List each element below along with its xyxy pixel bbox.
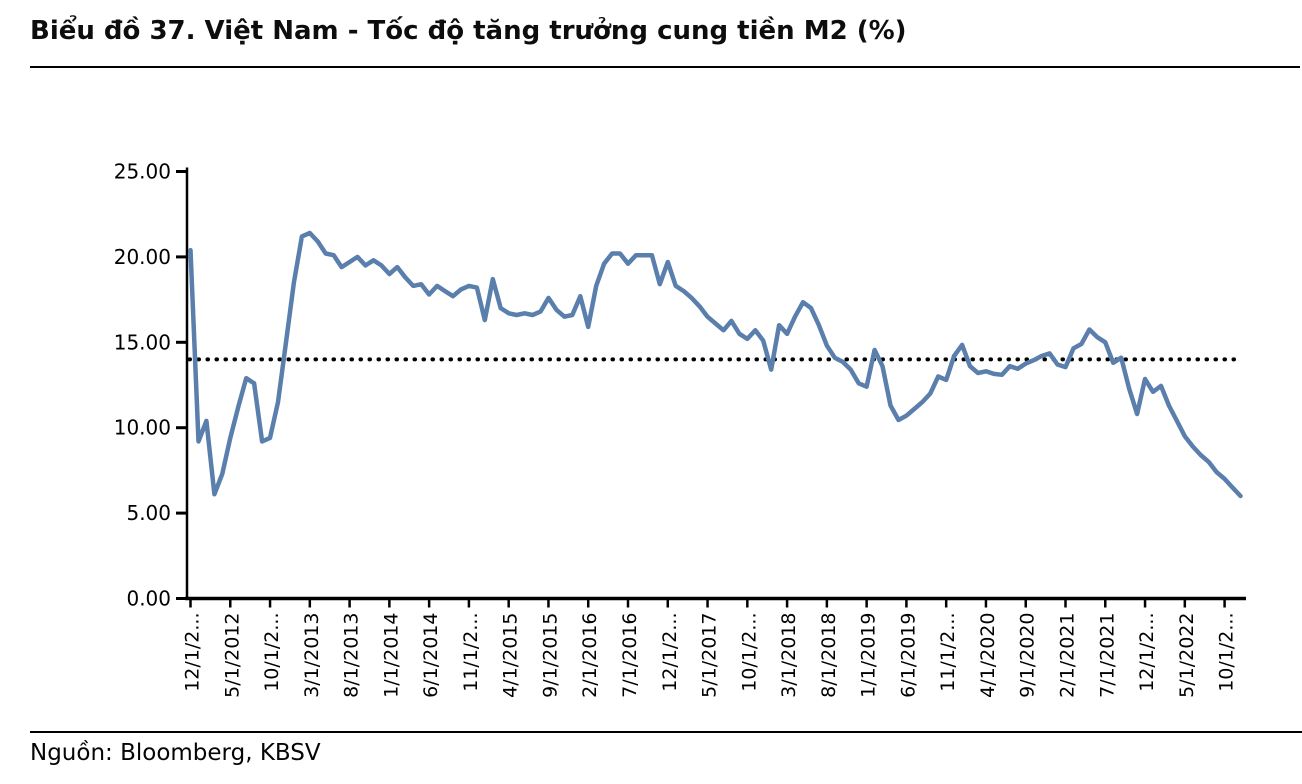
x-axis-label: 1/1/2014 (380, 613, 402, 698)
y-axis-label: 25.00 (114, 160, 171, 184)
x-axis-label: 2/1/2016 (579, 613, 601, 698)
x-axis-label: 4/1/2020 (977, 613, 999, 698)
x-axis-label: 10/1/2... (1216, 613, 1238, 692)
x-axis-label: 2/1/2021 (1057, 613, 1079, 698)
chart-title: Biểu đồ 37. Việt Nam - Tốc độ tăng trưởn… (30, 16, 907, 46)
x-axis-label: 12/1/2... (659, 613, 681, 692)
x-axis-label: 6/1/2019 (897, 613, 919, 698)
x-axis-label: 3/1/2013 (301, 613, 323, 698)
x-axis-label: 7/1/2021 (1096, 613, 1118, 698)
x-axis-label: 8/1/2018 (818, 613, 840, 698)
footer-rule (30, 731, 1302, 733)
x-axis-label: 1/1/2019 (858, 613, 880, 698)
y-axis-label: 5.00 (126, 501, 171, 525)
y-axis-label: 20.00 (114, 245, 171, 269)
y-axis-label: 0.00 (126, 587, 171, 611)
x-axis-label: 5/1/2022 (1176, 613, 1198, 698)
x-axis-label: 5/1/2012 (221, 613, 243, 698)
x-axis-label: 4/1/2015 (500, 613, 522, 698)
m2-growth-series-line (188, 230, 1243, 499)
x-axis-label: 5/1/2017 (699, 613, 721, 698)
x-axis-label: 10/1/2... (261, 613, 283, 692)
x-axis-label: 6/1/2014 (420, 613, 442, 698)
y-axis-label: 10.00 (114, 416, 171, 440)
title-underline (30, 66, 1300, 68)
x-axis-label: 7/1/2016 (619, 613, 641, 698)
x-axis-label: 9/1/2020 (1017, 613, 1039, 698)
x-axis-label: 12/1/2... (1136, 613, 1158, 692)
x-axis-label: 9/1/2015 (539, 613, 561, 698)
x-axis-label: 8/1/2013 (341, 613, 363, 698)
x-axis-label: 11/1/2... (937, 613, 959, 692)
y-axis-label: 15.00 (114, 330, 171, 354)
x-axis-label: 12/1/2... (182, 613, 204, 692)
source-note: Nguồn: Bloomberg, KBSV (30, 740, 321, 766)
x-axis-label: 3/1/2018 (778, 613, 800, 698)
x-axis-label: 10/1/2... (738, 613, 760, 692)
x-axis-label: 11/1/2... (460, 613, 482, 692)
